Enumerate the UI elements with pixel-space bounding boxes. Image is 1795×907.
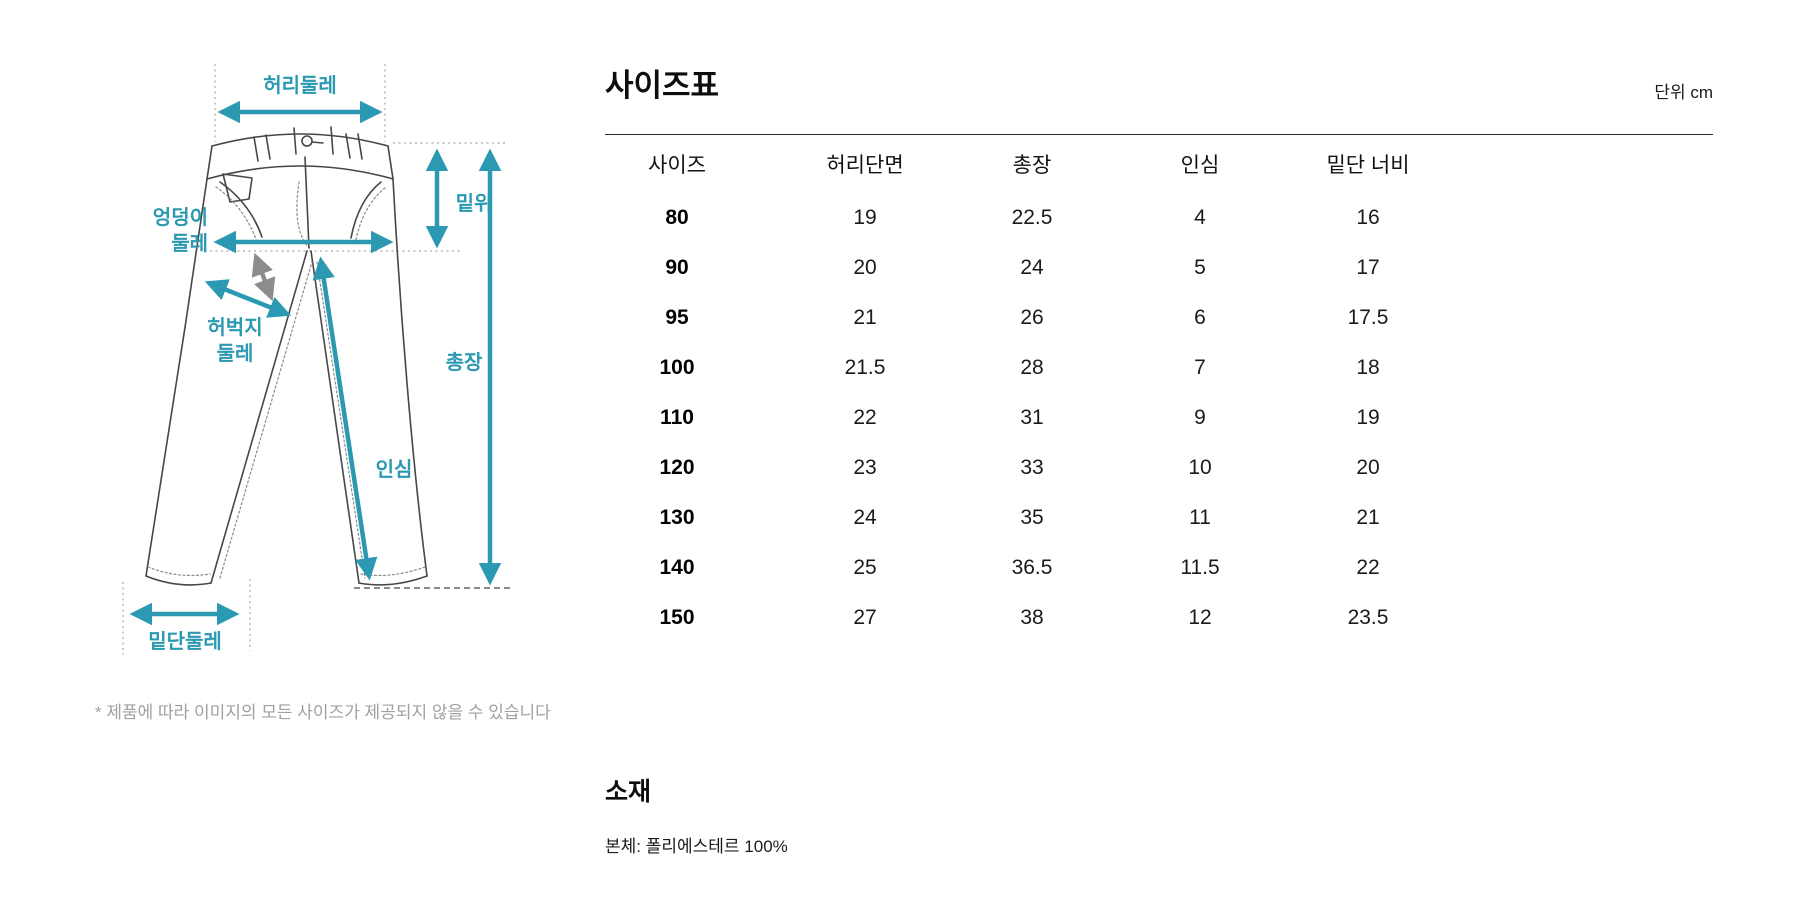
size-cell: 120 — [659, 456, 695, 479]
size-cell: 140 — [659, 556, 695, 579]
size-cell: 80 — [665, 206, 689, 229]
inseam-arrow — [312, 256, 378, 581]
value-cell: 36.5 — [1011, 556, 1053, 579]
table-row: 150 27 38 12 23.5 — [605, 593, 1465, 643]
value-cell: 17.5 — [1347, 306, 1389, 329]
value-cell: 28 — [1020, 356, 1044, 379]
value-cell: 5 — [1194, 256, 1206, 279]
thigh-arrow — [204, 279, 292, 318]
rise-label: 밑위 — [456, 192, 493, 215]
value-cell: 21 — [853, 306, 877, 329]
unit-label: 단위 cm — [1654, 82, 1713, 102]
size-cell: 100 — [659, 356, 695, 379]
page-title: 사이즈표 — [605, 68, 720, 104]
col-header-waist: 허리단면 — [826, 154, 904, 177]
material-heading: 소재 — [605, 778, 652, 806]
value-cell: 38 — [1020, 606, 1044, 629]
table-row: 80 19 22.5 4 16 — [605, 193, 1465, 243]
value-cell: 21.5 — [844, 356, 886, 379]
table-header-row: 사이즈 허리단면 총장 인심 밑단 너비 — [605, 135, 1465, 193]
crotch-depth-arrow — [251, 252, 276, 302]
hip-label-line1: 엉덩이 — [153, 206, 208, 229]
size-table: 사이즈 허리단면 총장 인심 밑단 너비 80 19 22.5 4 16 90 … — [605, 135, 1465, 643]
value-cell: 6 — [1194, 306, 1206, 329]
value-cell: 22 — [1356, 556, 1380, 579]
value-cell: 11 — [1189, 506, 1211, 529]
size-cell: 95 — [665, 306, 689, 329]
measurement-labels: 허리둘레 엉덩이 둘레 허벅지 둘레 밑위 총장 인심 밑단둘레 — [148, 74, 492, 653]
value-cell: 33 — [1020, 456, 1044, 479]
col-header-hem-width: 밑단 너비 — [1326, 154, 1410, 177]
value-cell: 27 — [853, 606, 877, 629]
value-cell: 18 — [1356, 356, 1380, 379]
value-cell: 4 — [1194, 206, 1206, 229]
value-cell: 16 — [1356, 206, 1380, 229]
value-cell: 20 — [1356, 456, 1380, 479]
waist-label: 허리둘레 — [263, 74, 337, 97]
value-cell: 11.5 — [1180, 556, 1220, 579]
value-cell: 22 — [853, 406, 877, 429]
table-row: 100 21.5 28 7 18 — [605, 343, 1465, 393]
size-cell: 110 — [660, 406, 694, 429]
thigh-label-line1: 허벅지 — [207, 316, 262, 339]
measurement-arrows — [129, 100, 502, 626]
value-cell: 19 — [1356, 406, 1380, 429]
table-row: 95 21 26 6 17.5 — [605, 293, 1465, 343]
table-row: 120 23 33 10 20 — [605, 443, 1465, 493]
table-row: 90 20 24 5 17 — [605, 243, 1465, 293]
guide-lines — [122, 64, 507, 655]
value-cell: 31 — [1020, 406, 1044, 429]
value-cell: 24 — [853, 506, 877, 529]
value-cell: 25 — [853, 556, 877, 579]
table-row: 110 22 31 9 19 — [605, 393, 1465, 443]
value-cell: 26 — [1020, 306, 1044, 329]
size-chart-header: 사이즈표 단위 cm — [605, 0, 1713, 135]
hip-label-line2: 둘레 — [171, 232, 208, 255]
size-availability-note: * 제품에 따라 이미지의 모든 사이즈가 제공되지 않을 수 있습니다 — [95, 703, 551, 722]
size-cell: 130 — [659, 506, 695, 529]
col-header-inseam: 인심 — [1180, 154, 1220, 177]
pants-diagram-svg: 허리둘레 엉덩이 둘레 허벅지 둘레 밑위 총장 인심 밑단둘레 — [122, 64, 510, 655]
col-header-total-length: 총장 — [1012, 154, 1052, 177]
material-body: 본체: 폴리에스테르 100% — [605, 837, 788, 856]
value-cell: 9 — [1194, 406, 1206, 429]
inseam-label: 인심 — [376, 458, 413, 481]
value-cell: 19 — [853, 206, 877, 229]
value-cell: 23.5 — [1347, 606, 1389, 629]
value-cell: 17 — [1356, 256, 1380, 279]
col-header-size: 사이즈 — [648, 154, 706, 177]
value-cell: 21 — [1356, 506, 1380, 529]
pants-outline — [145, 126, 428, 586]
hem-label: 밑단둘레 — [148, 630, 222, 653]
value-cell: 10 — [1188, 456, 1212, 479]
thigh-label-line2: 둘레 — [217, 342, 254, 365]
material-section: 소재 본체: 폴리에스테르 100% — [605, 772, 788, 857]
total-length-label: 총장 — [446, 351, 483, 374]
value-cell: 22.5 — [1011, 206, 1053, 229]
value-cell: 35 — [1020, 506, 1044, 529]
size-cell: 90 — [665, 256, 689, 279]
value-cell: 23 — [853, 456, 877, 479]
size-cell: 150 — [659, 606, 695, 629]
pants-measurement-diagram: 허리둘레 엉덩이 둘레 허벅지 둘레 밑위 총장 인심 밑단둘레 — [60, 30, 600, 670]
value-cell: 20 — [853, 256, 877, 279]
table-row: 130 24 35 11 21 — [605, 493, 1465, 543]
value-cell: 12 — [1188, 606, 1212, 629]
value-cell: 24 — [1020, 256, 1044, 279]
table-row: 140 25 36.5 11.5 22 — [605, 543, 1465, 593]
value-cell: 7 — [1194, 356, 1206, 379]
